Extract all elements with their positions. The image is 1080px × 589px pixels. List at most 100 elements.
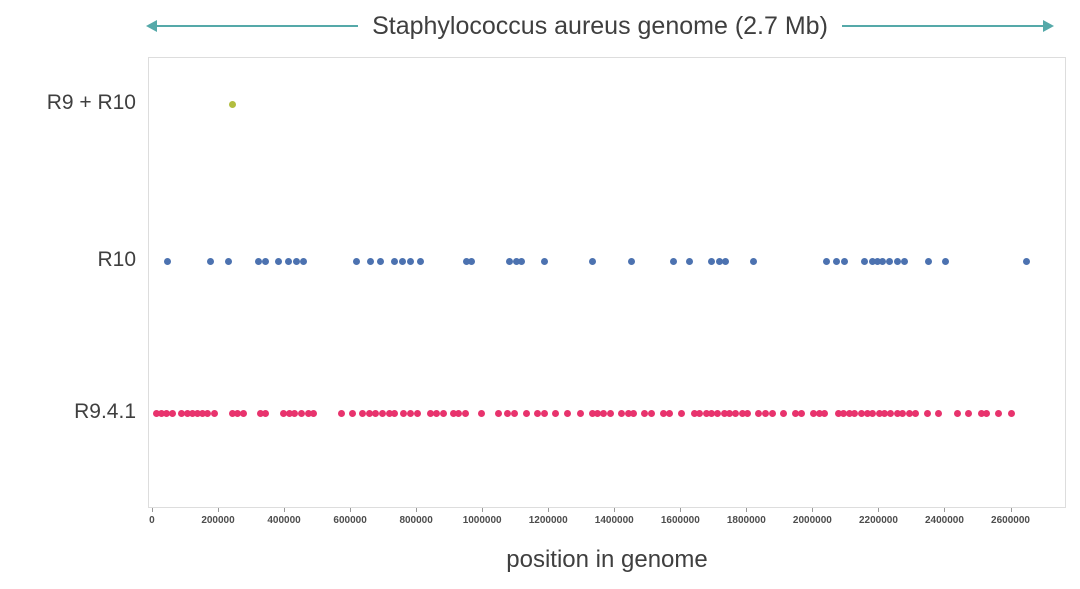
- data-point-r9-4-1: [816, 409, 824, 417]
- data-point-r10: [407, 257, 415, 265]
- data-point-r10: [207, 257, 215, 265]
- data-point-r9-4-1: [839, 409, 847, 417]
- data-point-r9-4-1: [600, 409, 608, 417]
- data-point-r9-4-1: [365, 409, 373, 417]
- data-point-r9-4-1: [407, 409, 415, 417]
- data-point-r9-4-1: [983, 409, 991, 417]
- x-tick-label: 400000: [267, 515, 301, 526]
- data-point-r9-4-1: [552, 409, 560, 417]
- data-point-r9-4-1: [923, 409, 931, 417]
- data-point-r9-4-1: [953, 409, 961, 417]
- data-point-r9-4-1: [152, 409, 160, 417]
- data-point-r9-4-1: [714, 409, 722, 417]
- x-tick-mark: [151, 508, 153, 512]
- data-point-r9-4-1: [780, 409, 788, 417]
- x-axis-ticks: 0 200000 400000 600000 800000 1000000 1200000 1…: [148, 508, 1066, 540]
- data-point-r9-4-1: [905, 409, 913, 417]
- data-point-r9-4-1: [648, 409, 656, 417]
- data-point-r9-4-1: [189, 409, 197, 417]
- data-point-r9-4-1: [846, 409, 854, 417]
- data-point-r9-4-1: [198, 409, 206, 417]
- x-tick-label: 0: [149, 515, 155, 526]
- data-point-r9-4-1: [875, 409, 883, 417]
- data-point-r9-4-1: [400, 409, 408, 417]
- data-point-r10: [832, 257, 840, 265]
- x-tick-mark: [1010, 508, 1012, 512]
- data-point-r9-4-1: [359, 409, 367, 417]
- x-tick-mark: [218, 508, 219, 512]
- data-point-r9-4-1: [157, 409, 165, 417]
- data-point-r9-4-1: [454, 409, 462, 417]
- x-tick-label: 1200000: [528, 515, 568, 526]
- data-point-r10: [377, 257, 385, 265]
- data-point-r10: [861, 257, 869, 265]
- data-point-r9-4-1: [413, 409, 421, 417]
- data-point-r10: [225, 257, 233, 265]
- data-point-r9-4-1: [511, 409, 519, 417]
- data-point-r9-4-1: [798, 409, 806, 417]
- data-point-r10: [588, 257, 596, 265]
- data-point-r9-4-1: [169, 409, 177, 417]
- data-point-r9-4-1: [337, 409, 345, 417]
- row-label-r9-plus-r10: R9 + R10: [46, 91, 136, 114]
- data-point-r10: [255, 257, 263, 265]
- data-point-r10: [517, 257, 525, 265]
- data-point-r9-4-1: [606, 409, 614, 417]
- x-tick-mark: [284, 508, 286, 512]
- data-point-r10: [398, 257, 406, 265]
- data-point-r10: [715, 257, 723, 265]
- row-label-r10: R10: [97, 248, 136, 271]
- x-tick-label: 600000: [333, 515, 367, 526]
- data-point-r10: [299, 257, 307, 265]
- right-arrow-icon: [841, 20, 1055, 32]
- data-point-r9-4-1: [563, 409, 571, 417]
- data-point-r9-4-1: [309, 409, 317, 417]
- data-point-r9-4-1: [659, 409, 667, 417]
- x-tick-label: 1600000: [660, 515, 700, 526]
- x-axis-label: position in genome: [506, 546, 708, 573]
- row-label-r9-4-1: R9.4.1: [74, 400, 136, 423]
- data-point-r9-4-1: [994, 409, 1002, 417]
- x-tick-mark: [680, 508, 682, 512]
- data-point-r9-4-1: [426, 409, 434, 417]
- data-point-r9-4-1: [440, 409, 448, 417]
- data-point-r9-4-1: [899, 409, 907, 417]
- data-point-r9-4-1: [809, 409, 817, 417]
- x-tick-mark: [944, 508, 946, 512]
- data-point-r9-4-1: [725, 409, 733, 417]
- data-point-r9-4-1: [978, 409, 986, 417]
- data-point-r9-4-1: [791, 409, 799, 417]
- data-point-r9-4-1: [851, 409, 859, 417]
- data-point-r9-4-1: [702, 409, 710, 417]
- data-point-r9-4-1: [534, 409, 542, 417]
- data-point-r10: [293, 257, 301, 265]
- data-point-r9-4-1: [869, 409, 877, 417]
- data-point-r10: [823, 257, 831, 265]
- data-point-r10: [707, 257, 715, 265]
- data-point-r9-4-1: [624, 409, 632, 417]
- data-point-r9-4-1: [857, 409, 865, 417]
- data-point-r10: [869, 257, 877, 265]
- chart-header: Staphylococcus aureus genome (2.7 Mb): [145, 10, 1055, 42]
- x-tick-label: 2200000: [858, 515, 898, 526]
- data-point-r9-4-1: [768, 409, 776, 417]
- data-point-r9-4-1: [494, 409, 502, 417]
- data-point-r9-4-1: [233, 409, 241, 417]
- data-point-r9-4-1: [210, 409, 218, 417]
- x-tick-mark: [482, 508, 484, 512]
- data-point-r9-4-1: [755, 409, 763, 417]
- data-point-r9-4-1: [821, 409, 829, 417]
- data-point-r9-4-1: [1008, 409, 1015, 417]
- data-point-r9-4-1: [588, 409, 596, 417]
- data-point-r9-4-1: [577, 409, 585, 417]
- data-point-r9-4-1: [286, 409, 294, 417]
- data-point-r9-4-1: [162, 409, 170, 417]
- data-point-r9-4-1: [349, 409, 357, 417]
- data-point-r9-4-1: [184, 409, 192, 417]
- data-point-r9-r10: [228, 100, 236, 108]
- data-point-r10: [512, 257, 520, 265]
- data-point-r10: [686, 257, 694, 265]
- x-tick-mark: [812, 508, 814, 512]
- data-point-r9-4-1: [641, 409, 649, 417]
